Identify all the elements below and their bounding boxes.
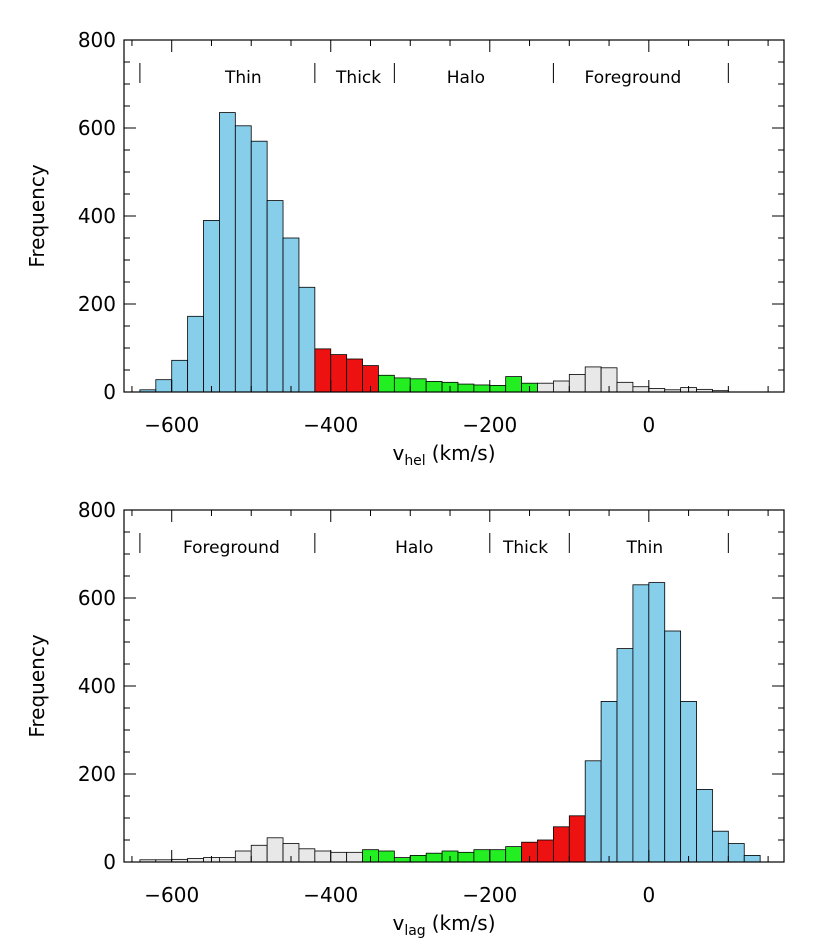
histogram-bar: [298, 848, 316, 863]
histogram-bar: [203, 219, 220, 393]
x-tick-label: −400: [303, 883, 358, 907]
histogram-bar: [473, 849, 491, 863]
histogram-bar: [346, 851, 363, 863]
histogram-bar: [664, 630, 682, 863]
x-tick-label: 0: [642, 413, 655, 437]
histogram-bar: [234, 125, 252, 393]
histogram-bar: [505, 376, 522, 393]
y-tick-label: 0: [103, 850, 116, 874]
histogram-bar: [314, 348, 332, 393]
x-axis-label: vlag (km/s): [392, 911, 495, 939]
histogram-bar: [187, 315, 204, 393]
histogram-bar: [552, 826, 570, 863]
histogram-bar: [378, 374, 395, 393]
y-tick-label: 800: [78, 28, 116, 52]
histogram-bar: [330, 354, 348, 393]
x-tick-label: −600: [144, 883, 199, 907]
histogram-bar: [616, 648, 634, 863]
histogram-bar: [489, 849, 507, 863]
x-tick-label: −600: [144, 413, 199, 437]
histogram-bar: [425, 852, 443, 863]
histogram-bar: [393, 857, 411, 863]
region-label: Foreground: [183, 538, 280, 558]
histogram-bar: [409, 855, 427, 863]
histogram-bar: [680, 701, 697, 863]
histogram-bar: [250, 844, 268, 863]
histogram-bar: [568, 373, 586, 393]
histogram-bar: [282, 237, 300, 393]
histogram-bar: [552, 380, 570, 393]
x-tick-label: −200: [462, 883, 517, 907]
y-axis-label: Frequency: [25, 164, 49, 267]
histogram-panel-vlag: −600 −400 −200 0 0 200 400 600 800 Foreground Halo…: [25, 498, 785, 939]
region-label: Thick: [502, 538, 548, 558]
histogram-bar: [219, 112, 236, 393]
histogram-bar: [266, 837, 284, 863]
x-tick-label: −200: [462, 413, 517, 437]
y-axis-label: Frequency: [25, 634, 49, 737]
histogram-bar: [346, 358, 363, 393]
histogram-bar: [632, 584, 650, 863]
histogram-bar: [171, 359, 189, 393]
histogram-bar: [330, 851, 348, 863]
histogram-bar: [568, 815, 586, 863]
region-label: Thin: [224, 68, 262, 88]
histogram-bar: [696, 789, 713, 863]
histogram-bar: [600, 701, 618, 863]
histogram-bar: [537, 382, 554, 393]
histogram-bar: [632, 386, 650, 393]
region-label: Thin: [626, 538, 664, 558]
histogram-bar: [648, 582, 666, 863]
histogram-bar: [155, 379, 173, 393]
y-tick-label: 400: [78, 204, 116, 228]
y-tick-label: 600: [78, 586, 116, 610]
histogram-bar: [250, 140, 268, 393]
histogram-bar: [219, 857, 236, 863]
y-tick-label: 200: [78, 762, 116, 786]
histogram-bar: [505, 846, 522, 863]
histogram-bar: [314, 850, 332, 863]
histogram-bar: [266, 200, 284, 393]
histogram-bar: [378, 850, 395, 863]
histogram-bar: [712, 830, 729, 863]
histogram-bar: [584, 760, 602, 863]
histogram-bar: [473, 384, 491, 393]
region-label: Halo: [447, 68, 485, 88]
histogram-panel-vhel: −600 −400 −200 0 0 200 400 600 800 Thin Thick Halo F…: [25, 28, 785, 469]
histogram-bar: [409, 378, 427, 393]
histogram-bar: [425, 381, 443, 393]
histogram-bar: [489, 384, 507, 393]
y-tick-label: 400: [78, 674, 116, 698]
region-label: Thick: [335, 68, 381, 88]
histogram-bar: [727, 843, 745, 863]
y-tick-label: 600: [78, 116, 116, 140]
histogram-bar: [743, 855, 761, 863]
x-tick-label: 0: [642, 883, 655, 907]
histogram-bar: [298, 286, 316, 393]
region-label: Foreground: [585, 68, 682, 88]
y-tick-label: 200: [78, 292, 116, 316]
x-tick-label: −400: [303, 413, 358, 437]
histogram-bar: [234, 850, 252, 863]
x-axis-label: vhel (km/s): [392, 441, 495, 469]
y-tick-label: 0: [103, 380, 116, 404]
y-tick-label: 800: [78, 498, 116, 522]
histogram-bar: [457, 383, 475, 393]
histogram-bar: [537, 839, 554, 863]
histogram-bar: [584, 366, 602, 393]
histogram-bar: [616, 381, 634, 393]
region-label: Halo: [395, 538, 433, 558]
histogram-bar: [457, 851, 475, 863]
histogram-bar: [393, 377, 411, 393]
